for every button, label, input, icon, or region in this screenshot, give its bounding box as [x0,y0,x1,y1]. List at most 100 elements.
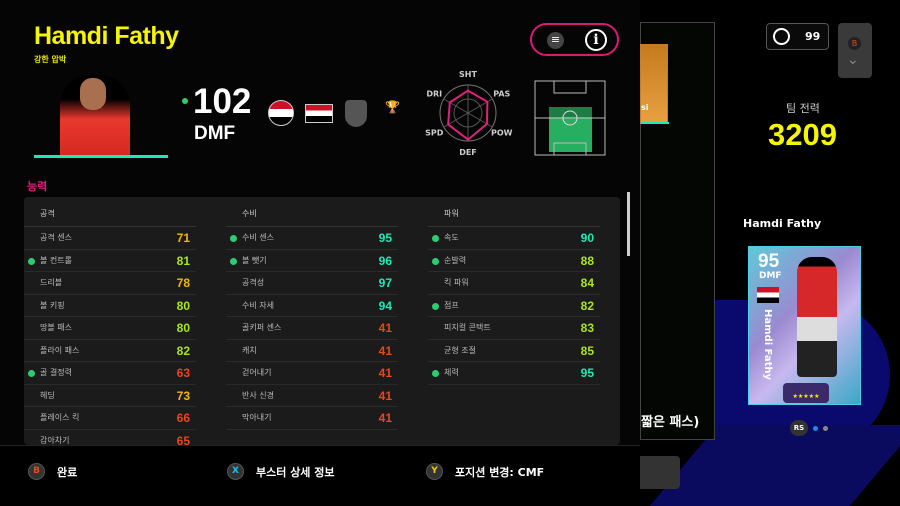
pager-dot[interactable] [823,425,828,431]
radar-label: SHT [459,70,477,79]
stat-label: 공격성 [242,278,265,287]
x-key-icon: X [227,463,244,480]
stat-value: 71 [176,231,190,245]
underlying-button[interactable] [640,456,680,489]
stat-value: 80 [176,298,190,313]
radar-label: PAS [493,90,510,99]
change-position-button[interactable]: Y 포지션 변경: CMF [426,463,544,480]
pager-dot-active[interactable] [813,425,818,431]
stat-row: 공격 센스 71 [24,227,196,250]
panel-text: 짧은 패스) [641,415,700,430]
stat-highlight-dot [28,257,35,265]
stat-row: 골 결정력 63 [24,362,196,385]
rs-key-icon[interactable]: RS [790,420,808,436]
stats-column-title: 공격 [24,197,196,227]
stat-label: 순발력 [444,255,467,265]
stats-column-title: 파워 [428,197,600,227]
card-position: DMF [759,271,782,281]
card-stars: ★★★★★ [783,383,829,403]
stat-value: 80 [176,321,190,335]
stat-label: 막아내기 [242,413,272,422]
stat-value: 84 [580,276,594,290]
stat-row: 볼 뺏기 96 [226,250,398,272]
player-name: Hamdi Fathy [34,22,179,50]
stat-label: 킥 파워 [444,278,469,287]
stat-label: 체력 [444,368,459,377]
menu-icon[interactable]: ≡ [547,32,564,49]
stat-value: 63 [176,366,190,380]
stat-value: 97 [378,276,392,290]
done-label: 완료 [57,465,78,479]
playstyle: 강한 압박 [34,55,67,64]
stat-label: 플레이스 킥 [40,413,80,422]
stat-highlight-dot [230,235,237,242]
stopwatch-icon [773,28,790,45]
stat-label: 골 결정력 [40,368,72,377]
player-position: DMF [194,123,236,144]
stat-label: 반사 신경 [242,390,274,400]
radar-label: DRI [426,90,442,99]
stat-label: 볼 키핑 [40,300,65,310]
mini-player-card[interactable] [640,44,669,124]
stat-value: 41 [378,343,392,358]
stat-label: 헤딩 [40,390,55,400]
done-button[interactable]: B 완료 [28,463,77,480]
stat-value: 82 [580,298,594,313]
stat-row: 공격성 97 [226,272,398,295]
stat-row: 킥 파워 84 [428,272,600,295]
stat-value: 81 [176,253,190,268]
stat-label: 감아차기 [40,435,70,445]
team-power-label: 팀 전력 [786,102,820,115]
scrollbar[interactable] [627,192,630,256]
stat-row: 체력 95 [428,362,600,385]
stat-label: 속도 [444,233,459,242]
stat-label: 볼 뺏기 [242,255,267,265]
radar-axis [467,98,493,114]
stat-row: 플레이스 킥 66 [24,407,196,430]
stat-row: 드리블 78 [24,272,196,295]
stat-label: 드리블 [40,278,63,287]
stat-row: 걷어내기 41 [226,362,398,385]
stat-row: 헤딩 73 [24,385,196,407]
stats-column-title: 수비 [226,197,398,227]
underlying-panel: si 짧은 패스) [640,22,715,440]
player-card[interactable]: 95 DMF Hamdi Fathy ★★★★★ [748,246,861,405]
mini-card-bar [641,122,669,124]
stat-highlight-dot [230,257,237,265]
stat-value: 41 [378,411,392,425]
stat-label: 공격 센스 [40,233,72,242]
stat-value: 73 [176,388,190,403]
card-player-name: Hamdi Fathy [743,217,822,230]
booster-details-button[interactable]: X 부스터 상세 정보 [227,463,335,480]
radar-label: DEF [459,148,477,157]
b-key-icon: B [28,463,45,480]
stats-column-2: 파워 속도 90 순발력 88 킥 파워 84 점프 82 피지컬 콘택트 83 균형 조절 85 체력 9… [428,197,600,385]
position-pitch-map [534,80,606,156]
radar-label: SPD [425,129,444,138]
radar-label: POW [491,129,513,138]
club-flag-icon [305,104,333,123]
stat-label: 걷어내기 [242,368,272,377]
collapse-button[interactable]: B ⌄ [838,23,872,78]
stat-label: 땅볼 패스 [40,323,72,332]
stat-row: 플라이 패스 82 [24,340,196,362]
stat-label: 캐치 [242,345,257,355]
b-key-icon: B [848,37,861,50]
mini-card-name: si [641,103,649,112]
stat-value: 66 [176,411,190,425]
radar-shape [447,89,489,141]
stat-highlight-dot [432,370,439,377]
stat-row: 볼 컨트롤 81 [24,250,196,272]
chevron-down-icon: ⌄ [847,52,859,68]
radar-axis [443,98,469,114]
stat-label: 플라이 패스 [40,345,80,355]
section-title: 능력 [27,180,48,193]
stat-label: 골키퍼 센스 [242,323,282,332]
info-icon[interactable]: i [585,29,607,51]
change-position-label: 포지션 변경: CMF [455,465,545,479]
stat-value: 88 [580,253,594,268]
stats-column-1: 수비 수비 센스 95 볼 뺏기 96 공격성 97 수비 자세 94 골키퍼 센스 41 캐치 41 걷… [226,197,398,430]
radar-chart: SHT PAS POW DEF SPD DRI [425,70,513,157]
stat-row: 점프 82 [428,295,600,317]
